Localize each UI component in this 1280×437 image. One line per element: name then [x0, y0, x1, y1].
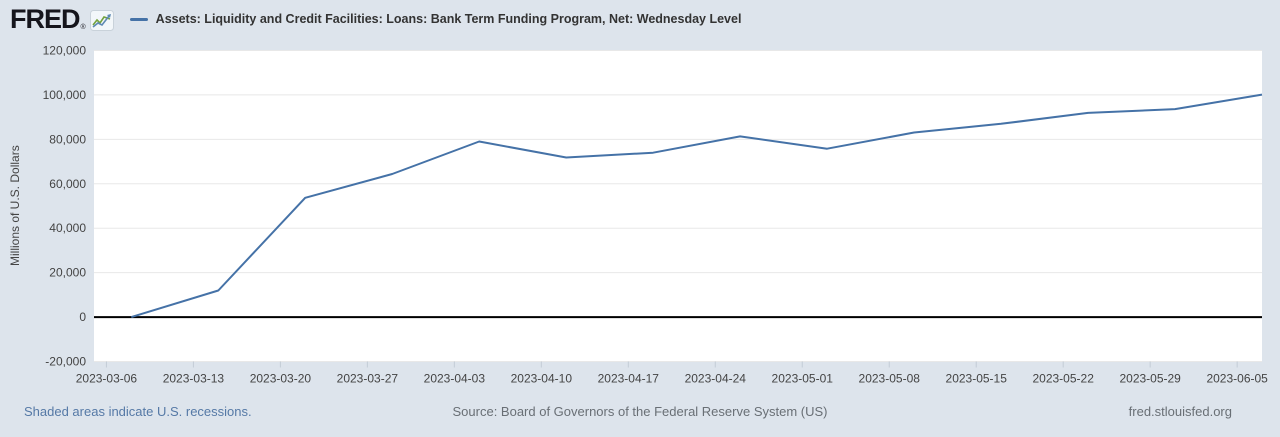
source-text: Source: Board of Governors of the Federa… [452, 404, 828, 419]
svg-text:2023-03-20: 2023-03-20 [250, 372, 312, 386]
recessions-note-link[interactable]: Shaded areas indicate U.S. recessions. [24, 404, 252, 419]
fred-logo-text: FRED [10, 4, 80, 34]
x-tick-marks [105, 361, 1238, 368]
series-legend: Assets: Liquidity and Credit Facilities:… [129, 12, 742, 26]
y-axis-title: Millions of U.S. Dollars [8, 145, 22, 266]
svg-text:2023-04-24: 2023-04-24 [685, 372, 747, 386]
svg-text:2023-03-27: 2023-03-27 [337, 372, 399, 386]
svg-text:2023-04-10: 2023-04-10 [511, 372, 573, 386]
chart-footer: Shaded areas indicate U.S. recessions. S… [0, 402, 1280, 424]
svg-text:40,000: 40,000 [49, 221, 86, 235]
svg-text:2023-05-08: 2023-05-08 [859, 372, 921, 386]
legend-line-marker [129, 17, 148, 21]
fred-logo-sparkline-icon [89, 10, 114, 31]
svg-text:2023-03-13: 2023-03-13 [163, 372, 225, 386]
svg-text:2023-05-22: 2023-05-22 [1032, 372, 1094, 386]
svg-text:0: 0 [79, 310, 86, 324]
svg-text:2023-05-01: 2023-05-01 [772, 372, 834, 386]
svg-text:2023-03-06: 2023-03-06 [76, 372, 138, 386]
svg-text:120,000: 120,000 [43, 44, 87, 58]
registered-mark: ® [80, 24, 86, 31]
y-tick-labels: -20,000 0 20,000 40,000 60,000 80,000 100,000 1… [43, 44, 87, 369]
fred-site-link[interactable]: fred.stlouisfed.org [1128, 404, 1232, 419]
svg-text:100,000: 100,000 [43, 88, 87, 102]
series-legend-label: Assets: Liquidity and Credit Facilities:… [155, 12, 742, 26]
fred-logo[interactable]: FRED ® [10, 4, 114, 34]
svg-text:2023-05-29: 2023-05-29 [1119, 372, 1181, 386]
svg-text:-20,000: -20,000 [45, 355, 86, 369]
svg-text:80,000: 80,000 [49, 132, 86, 146]
data-series-line [131, 93, 1263, 319]
svg-text:20,000: 20,000 [49, 266, 86, 280]
svg-text:60,000: 60,000 [49, 177, 86, 191]
svg-text:2023-04-17: 2023-04-17 [598, 372, 660, 386]
chart-header: FRED ® Assets: Liquidity and Credit Faci… [0, 0, 1280, 38]
x-tick-labels: 2023-03-06 2023-03-13 2023-03-20 2023-03-27… [76, 372, 1268, 386]
plot-background [94, 50, 1262, 362]
svg-text:2023-05-15: 2023-05-15 [946, 372, 1008, 386]
svg-text:2023-04-03: 2023-04-03 [424, 372, 486, 386]
svg-text:2023-06-05: 2023-06-05 [1206, 372, 1268, 386]
